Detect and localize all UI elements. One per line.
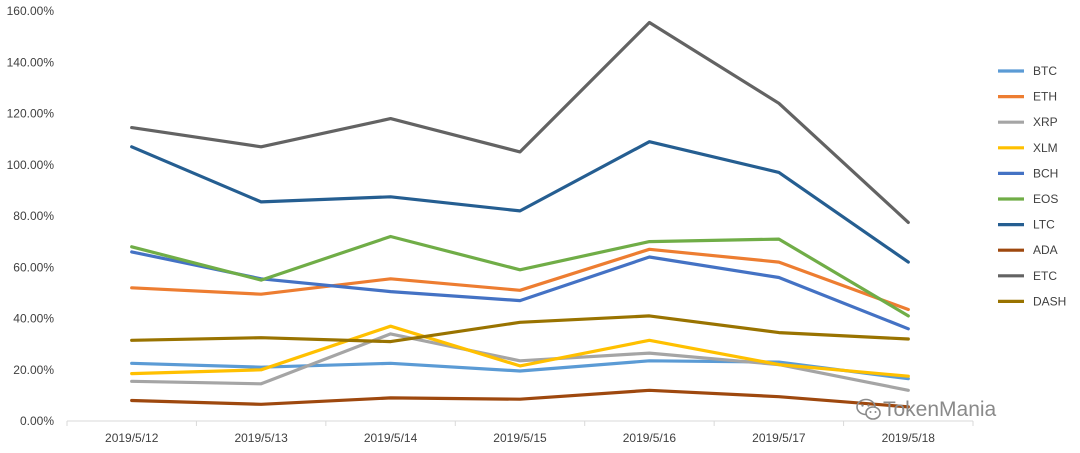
series-line-eos: [130, 234, 910, 318]
y-tick-label: 140.00%: [7, 55, 55, 69]
series-line-ltc: [130, 140, 910, 264]
y-tick-label: 60.00%: [13, 260, 54, 274]
y-tick-label: 120.00%: [7, 107, 55, 121]
series-line-xrp: [130, 332, 910, 392]
legend-label-ada: ADA: [1033, 243, 1058, 257]
legend-label-dash: DASH: [1033, 294, 1066, 308]
series-line-dash: [130, 314, 910, 344]
x-tick-label: 2019/5/18: [882, 431, 936, 445]
legend: BTC ETH XRP XLM BCH EOS LTC ADA ETC DASH: [998, 64, 1066, 308]
watermark-text: TokenMania: [883, 398, 997, 421]
y-tick-label: 160.00%: [7, 4, 55, 18]
series-lines: [130, 20, 910, 409]
x-tick-label: 2019/5/13: [234, 431, 288, 445]
legend-label-xrp: XRP: [1033, 115, 1058, 129]
y-tick-label: 20.00%: [13, 363, 54, 377]
series-line-btc: [130, 359, 910, 381]
legend-label-eos: EOS: [1033, 192, 1058, 206]
legend-label-btc: BTC: [1033, 64, 1057, 78]
series-line-etc: [130, 20, 910, 224]
series-line-ada: [130, 388, 910, 409]
y-tick-label: 80.00%: [13, 209, 54, 223]
series-line-eth: [130, 247, 910, 312]
x-tick-label: 2019/5/12: [105, 431, 159, 445]
x-tick-label: 2019/5/15: [493, 431, 547, 445]
watermark: TokenMania: [856, 398, 997, 421]
legend-label-etc: ETC: [1033, 269, 1057, 283]
x-tick-label: 2019/5/14: [364, 431, 418, 445]
y-tick-label: 100.00%: [7, 158, 55, 172]
legend-label-bch: BCH: [1033, 166, 1058, 180]
wechat-icon: [856, 398, 881, 420]
x-tick-label: 2019/5/17: [752, 431, 806, 445]
legend-label-ltc: LTC: [1033, 218, 1055, 232]
legend-label-xlm: XLM: [1033, 141, 1058, 155]
y-tick-label: 40.00%: [13, 312, 54, 326]
axes: 2019/5/12 2019/5/13 2019/5/14 2019/5/15 2019…: [7, 4, 974, 445]
series-line-xlm: [130, 324, 910, 378]
x-tick-label: 2019/5/16: [623, 431, 677, 445]
legend-label-eth: ETH: [1033, 90, 1057, 104]
y-tick-label: 0.00%: [20, 414, 54, 428]
